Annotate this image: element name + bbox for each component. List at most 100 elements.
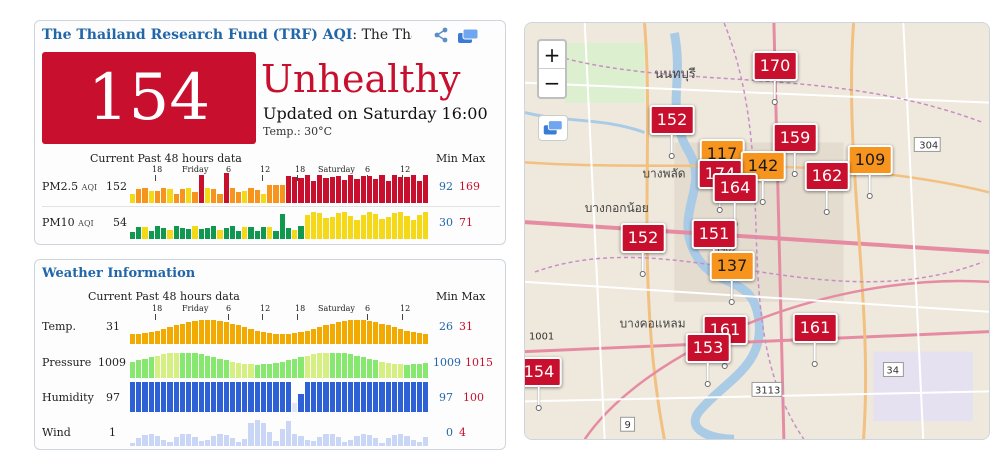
marker-aqi-value: 159: [772, 123, 818, 153]
map-marker[interactable]: 152: [649, 105, 695, 159]
map-marker[interactable]: 170: [752, 51, 798, 105]
aqi-panel-title[interactable]: The Thailand Research Fund (TRF) AQI: Th…: [42, 27, 412, 43]
history-bar: [341, 179, 348, 203]
history-bar: [423, 382, 429, 412]
history-bar: [373, 438, 379, 446]
history-bar: [385, 382, 391, 412]
map-tiles[interactable]: นนทบุรี บางพลัด บางกอกน้อย บางคอแหลม 304…: [525, 23, 989, 439]
history-bar: [148, 382, 154, 412]
history-bar: [304, 382, 310, 412]
history-bar: [148, 230, 154, 239]
time-tick-label: Saturday: [318, 304, 355, 313]
time-tick-label: 18: [152, 304, 163, 313]
history-bar: [186, 352, 192, 378]
history-bar: [186, 229, 192, 239]
history-bar: [223, 322, 229, 344]
marker-aqi-value: 152: [649, 105, 695, 135]
window-popout-icon[interactable]: [457, 28, 479, 44]
history-bar: [248, 188, 254, 203]
history-bar: [136, 189, 142, 203]
pm25-current: 152: [106, 180, 127, 193]
history-bar: [360, 175, 366, 203]
history-bar: [329, 323, 335, 344]
map-marker[interactable]: 161: [792, 313, 838, 367]
history-bar: [285, 334, 292, 344]
history-bar: [242, 227, 248, 239]
history-bar: [130, 361, 136, 378]
temp-history-chart[interactable]: [130, 312, 429, 344]
history-bar: [304, 355, 310, 378]
map-marker[interactable]: 162: [804, 161, 850, 215]
map-road-number: 1001: [529, 332, 554, 343]
history-bar: [142, 358, 148, 378]
marker-aqi-value: 151: [691, 219, 737, 249]
station-subtitle: The Thailand Research Fund (TRF): [361, 27, 412, 43]
map-marker[interactable]: 154: [525, 357, 562, 411]
minmax-header: Min Max: [436, 152, 486, 165]
map-marker[interactable]: 164: [712, 173, 758, 227]
humidity-history-chart[interactable]: [130, 382, 429, 412]
history-bar: [179, 352, 186, 378]
map-marker[interactable]: 159: [772, 123, 818, 177]
history-bar: [179, 434, 186, 446]
marker-aqi-value: 161: [792, 313, 838, 343]
time-tick-label: 6: [226, 165, 232, 174]
history-bar: [398, 329, 404, 344]
history-bar: [229, 382, 235, 412]
history-bar: [248, 364, 254, 378]
zoom-out-button[interactable]: −: [543, 71, 561, 95]
history-bar: [161, 188, 167, 203]
station-name-link[interactable]: The Thailand Research Fund (TRF) AQI: [42, 27, 353, 43]
pressure-history-chart[interactable]: [130, 348, 429, 378]
temp-current: 31: [106, 320, 120, 333]
history-bar: [173, 193, 179, 203]
map-marker[interactable]: 137: [709, 251, 755, 305]
history-bar: [298, 178, 304, 203]
history-bar: [192, 353, 198, 378]
history-bar: [329, 176, 335, 203]
history-bar: [161, 354, 167, 378]
map-marker[interactable]: 152: [620, 223, 666, 277]
history-bar: [204, 228, 211, 239]
history-bar: [310, 181, 317, 203]
history-bar: [410, 382, 416, 412]
aqi-map[interactable]: นนทบุรี บางพลัด บางกอกน้อย บางคอแหลม 304…: [524, 22, 990, 440]
history-bar: [341, 382, 348, 412]
history-bar: [204, 355, 211, 378]
map-marker[interactable]: 153: [685, 333, 731, 387]
history-bar: [154, 191, 161, 203]
history-bar: [235, 191, 242, 203]
history-bar: [398, 177, 404, 203]
map-marker[interactable]: 109: [847, 145, 893, 199]
map-marker[interactable]: 151: [691, 219, 737, 273]
history-bar: [186, 434, 192, 446]
history-bar: [304, 175, 310, 203]
weather-panel-title: Weather Information: [42, 266, 196, 281]
history-bar: [161, 439, 167, 446]
history-bar: [335, 322, 341, 344]
history-bar: [167, 441, 173, 446]
pm10-history-chart[interactable]: [130, 209, 429, 239]
pm25-history-chart[interactable]: [130, 173, 429, 203]
zoom-in-button[interactable]: +: [539, 41, 565, 69]
share-icon[interactable]: [433, 27, 449, 43]
history-bar: [154, 382, 161, 412]
history-bar: [292, 229, 298, 239]
history-bar: [317, 353, 323, 378]
history-bar: [211, 382, 217, 412]
history-bar: [211, 189, 217, 203]
history-bar: [398, 212, 404, 239]
layers-icon[interactable]: [538, 115, 568, 141]
history-bar: [186, 188, 192, 203]
history-bar: [310, 382, 317, 412]
history-bar: [298, 226, 304, 239]
wind-history-chart[interactable]: [130, 416, 429, 446]
map-place-label: บางพลัด: [642, 166, 685, 180]
history-bar: [192, 191, 198, 203]
row-divider: [42, 206, 500, 207]
history-bar: [341, 320, 348, 344]
history-bar: [391, 175, 398, 203]
history-bar: [130, 194, 136, 203]
history-bar: [366, 176, 373, 203]
humidity-label: Humidity: [42, 391, 94, 404]
